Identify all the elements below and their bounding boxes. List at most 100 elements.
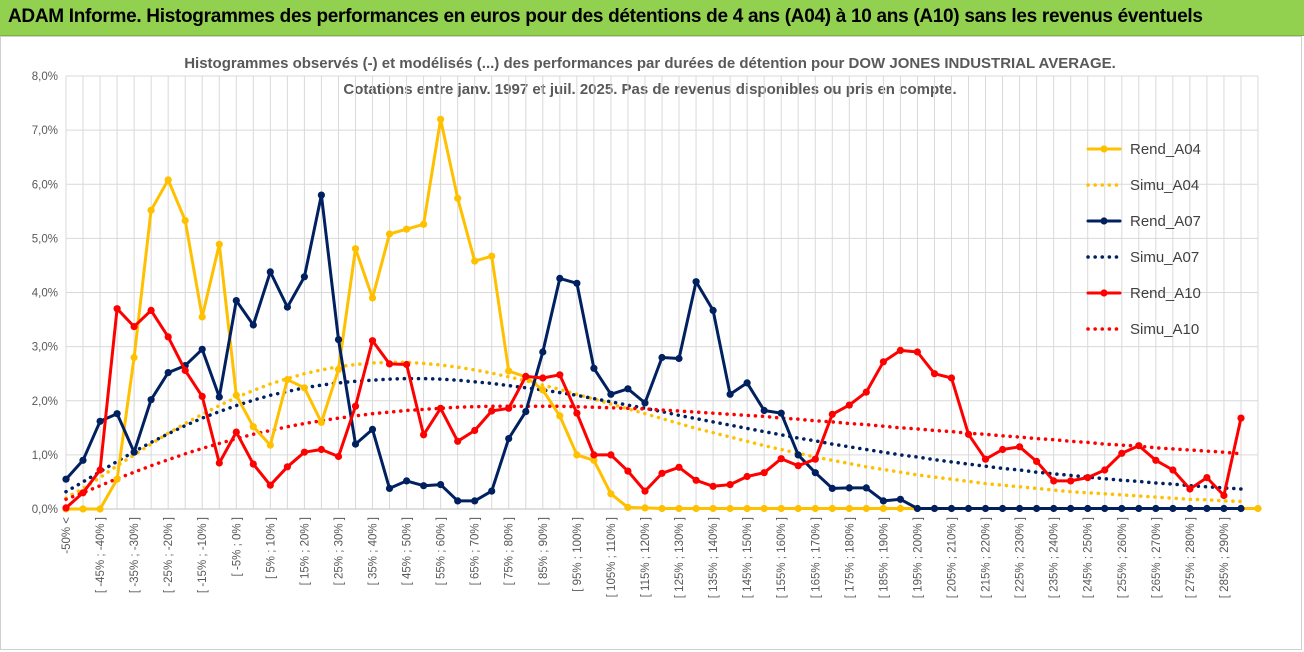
data-point: [403, 360, 411, 369]
data-point: [249, 321, 257, 329]
legend: Rend_A04 Simu_A04 Rend_A07 Simu_A07 Rend_A10…: [1086, 141, 1201, 338]
series-line-rend-a07: [64, 193, 1243, 510]
series-line-simu-a10: [64, 404, 1243, 502]
data-point: [147, 396, 155, 404]
x-tick-label: [ 85% ; 90% ]: [538, 517, 550, 585]
data-point: [334, 336, 343, 344]
data-point: [385, 484, 394, 492]
data-point: [1186, 485, 1194, 493]
data-point: [760, 504, 768, 513]
x-tick-label: [ 225% ; 230% ]: [1015, 517, 1027, 598]
x-tick-label: [ 165% ; 170% ]: [810, 517, 822, 598]
data-point: [641, 399, 649, 407]
data-point: [334, 452, 343, 461]
data-point: [215, 459, 223, 467]
data-point: [1169, 466, 1177, 474]
x-tick-label: [ 25% ; 30% ]: [333, 517, 345, 585]
data-point: [1016, 443, 1024, 451]
data-point: [1203, 474, 1211, 482]
chart-frame: [0, 36, 1302, 650]
data-point: [930, 504, 939, 513]
legend-label: Simu_A04: [1130, 177, 1199, 194]
data-point: [62, 504, 70, 512]
data-point: [1118, 504, 1126, 513]
data-point: [964, 430, 973, 438]
data-point: [215, 240, 223, 248]
data-point: [760, 469, 768, 477]
data-point: [1118, 449, 1126, 457]
data-point: [130, 448, 138, 456]
y-tick-label: 8,0%: [32, 71, 58, 83]
data-point: [879, 497, 888, 505]
data-point: [692, 476, 700, 484]
data-point: [505, 404, 513, 412]
x-tick-label: [ 215% ; 220% ]: [981, 517, 993, 598]
data-point: [658, 504, 666, 513]
data-point: [300, 273, 308, 281]
data-point: [692, 278, 700, 286]
data-point: [999, 504, 1007, 513]
data-point: [607, 490, 615, 498]
data-point: [420, 482, 428, 490]
data-point: [368, 425, 377, 433]
data-point: [1101, 504, 1109, 513]
data-point: [811, 504, 819, 513]
data-point: [147, 206, 155, 214]
y-axis: 0,0% 1,0% 2,0% 3,0% 4,0% 5,0% 6,0% 7,0% 8,0%: [32, 71, 58, 516]
legend-label: Simu_A07: [1130, 249, 1199, 266]
legend-label: Rend_A10: [1130, 285, 1201, 302]
data-point: [522, 408, 530, 416]
x-tick-label: [ 95% ; 100% ]: [572, 517, 584, 592]
report-title: ADAM Informe. Histogrammes des performan…: [8, 6, 1203, 27]
data-point: [403, 225, 411, 233]
data-point: [539, 374, 547, 382]
x-tick-label: [ 55% ; 60% ]: [436, 517, 448, 585]
data-point: [79, 505, 87, 513]
data-point: [454, 194, 462, 202]
data-point: [147, 306, 155, 314]
data-point: [1237, 504, 1245, 513]
x-tick-label: [ 65% ; 70% ]: [470, 517, 482, 585]
data-point: [79, 489, 87, 497]
data-point: [505, 435, 513, 443]
data-point: [777, 504, 785, 513]
data-point: [947, 504, 956, 513]
data-point: [1084, 474, 1092, 482]
data-point: [539, 386, 547, 394]
data-point: [777, 455, 785, 463]
data-point: [1084, 504, 1092, 513]
data-point: [317, 191, 325, 199]
data-point: [232, 391, 240, 399]
data-point: [283, 303, 291, 311]
data-point: [368, 337, 377, 345]
data-point: [896, 346, 905, 354]
series-line-rend-a10: [64, 307, 1243, 510]
x-tick-label: -50% <: [61, 517, 73, 554]
data-point: [590, 364, 598, 372]
data-point: [96, 505, 104, 513]
data-point: [96, 466, 104, 474]
data-point: [198, 313, 206, 321]
data-point: [164, 333, 172, 341]
data-point: [471, 257, 479, 265]
data-point: [964, 504, 973, 513]
data-point: [198, 392, 206, 400]
x-tick-label: [ 255% ; 260% ]: [1117, 517, 1129, 598]
series-lines: [62, 115, 1262, 513]
data-point: [658, 353, 666, 362]
data-point: [403, 477, 411, 485]
data-point: [1067, 477, 1075, 485]
data-point: [709, 306, 717, 314]
data-point: [505, 367, 513, 375]
data-point: [181, 366, 189, 374]
data-point: [471, 497, 479, 505]
y-tick-label: 1,0%: [32, 450, 58, 462]
data-point: [266, 481, 274, 489]
x-tick-label: [ 275% ; 280% ]: [1185, 517, 1197, 598]
x-tick-label: [ 195% ; 200% ]: [912, 517, 924, 598]
data-point: [454, 437, 462, 445]
x-axis: -50% < [ -45% ; -40% ] [ -35% ; -30% ] [ -2…: [61, 508, 1258, 598]
x-tick-label: [ 155% ; 160% ]: [776, 517, 788, 598]
data-point: [607, 390, 615, 398]
data-point: [862, 504, 870, 513]
